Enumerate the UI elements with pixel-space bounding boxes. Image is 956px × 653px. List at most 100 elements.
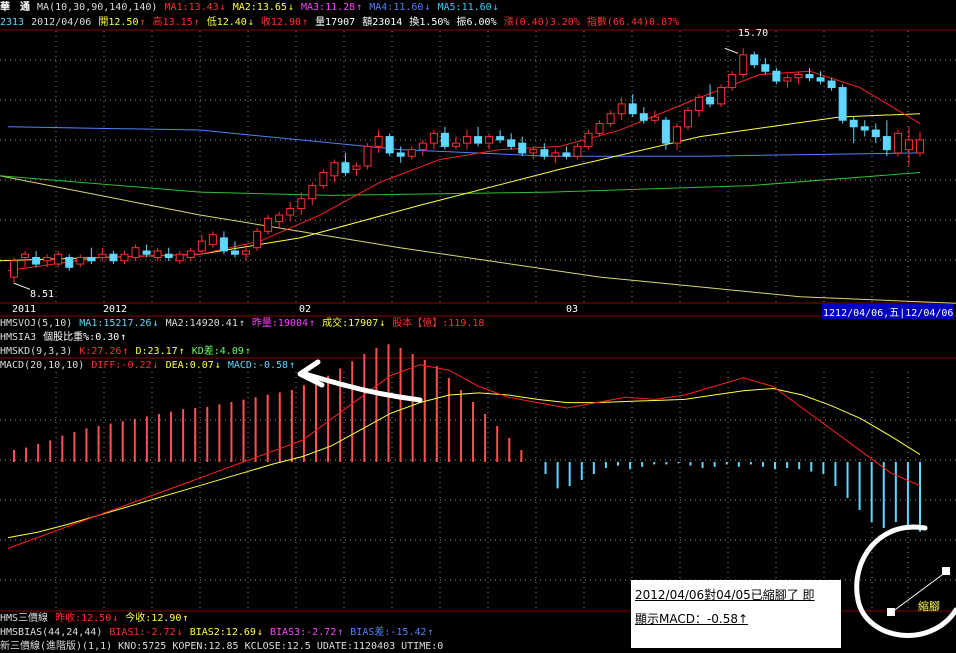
ma5-value: MA5:11.60: [437, 2, 492, 13]
candle-body-21: [242, 250, 251, 255]
candle-body-46: [518, 142, 527, 154]
candle-body-35: [396, 152, 405, 157]
macd-label: MACD(20,10,10): [0, 360, 85, 371]
bias3: BIAS3:-2.72: [269, 627, 337, 638]
quote-date: 2012/04/06: [31, 17, 92, 28]
sia-value: 個股比重%:0.30: [43, 332, 120, 343]
candle-body-29: [330, 162, 339, 177]
candle-body-65: [728, 73, 737, 89]
candle-body-19: [219, 237, 228, 252]
candle-body-18: [208, 234, 217, 245]
candle-body-58: [650, 116, 659, 121]
candle-body-68: [761, 64, 770, 72]
candle-body-9: [109, 253, 118, 262]
candle-body-54: [606, 113, 615, 125]
sia-indicator: HMSIA3 個股比重%:0.30↑: [0, 332, 127, 343]
amount-value: 額23014: [362, 17, 403, 28]
vol-indicator: HMSVOJ(5,10) MA1:15217.26↓ MA2:14920.41↑…: [0, 318, 485, 329]
candle-body-17: [197, 240, 206, 252]
candle-body-25: [286, 207, 295, 216]
candle-body-22: [253, 230, 262, 249]
candle-body-20: [230, 250, 239, 255]
candle-body-30: [341, 162, 350, 174]
callout-handle-start: [887, 608, 895, 616]
candle-body-82: [916, 139, 924, 154]
close-price: 收12.90: [260, 17, 301, 28]
dea-line: [7, 388, 921, 539]
ma-green-line: [0, 172, 921, 196]
amplitude-value: 振6.00%: [456, 17, 497, 28]
diff-line: [7, 364, 921, 549]
ma1-value: MA1:13.43: [164, 2, 219, 13]
ma4-value: MA4:11.60: [369, 2, 424, 13]
candle-body-13: [153, 250, 162, 259]
candle-body-80: [893, 132, 902, 154]
ma-red-line: [7, 70, 921, 272]
candle-body-56: [628, 103, 637, 115]
bias-diff: BIAS差:-15.42: [350, 627, 427, 638]
candle-body-47: [529, 149, 538, 154]
macd-indicator: MACD(20,10,10) DIFF:-0.22↓ DEA:0.07↓ MAC…: [0, 360, 296, 371]
vol-prev: 昨量:19004: [251, 318, 309, 329]
annotation-box: 2012/04/06對04/05已縮腳了 即 顯示MACD：-0.58↑: [631, 580, 841, 648]
x-label-02: 02: [299, 304, 312, 315]
candle-body-8: [98, 253, 107, 259]
candle-body-27: [308, 185, 317, 200]
candle-body-72: [805, 73, 814, 79]
vol-deal: 成交:17907: [322, 318, 379, 329]
annotation-arrow-stroke: [302, 371, 423, 403]
bias-indicator: HMSBIAS(44,24,44) BIAS1:-2.72↓ BIAS2:12.…: [0, 627, 434, 638]
candle-body-61: [683, 109, 692, 128]
candle-body-7: [87, 257, 96, 262]
candle-body-70: [783, 77, 792, 82]
macd-dea: DEA:0.07: [165, 360, 214, 371]
candle-body-39: [440, 132, 449, 147]
candle-body-36: [407, 149, 416, 157]
candle-body-28: [319, 172, 328, 187]
candle-body-75: [838, 87, 847, 121]
candle-body-73: [816, 77, 825, 82]
new-price3-indicator: 新三價線(進階版)(1,1) KNO:5725 KOPEN:12.85 KCLO…: [0, 641, 444, 653]
open-price: 開12.50: [98, 17, 139, 28]
annotation-line2: 顯示MACD：-0.58↑: [635, 612, 749, 626]
kd-k: K:27.26: [79, 346, 122, 357]
high-marker-line: [724, 47, 739, 54]
kd-diff: KD差:4.09: [191, 346, 244, 357]
price3-prev: 昨收:12.50: [55, 613, 112, 624]
candle-body-81: [904, 139, 913, 151]
price3-indicator: HMS三價線 昨收:12.50↓ 今收:12.90↑: [0, 613, 189, 624]
candle-body-74: [827, 80, 836, 89]
low-price: 低12.40: [206, 17, 247, 28]
vol-ma1: MA1:15217.26: [79, 318, 152, 329]
volume-value: 量17907: [315, 17, 356, 28]
kd-d: D:23.17: [135, 346, 178, 357]
new-price3-text: 新三價線(進階版)(1,1) KNO:5725 KOPEN:12.85 KCLO…: [0, 641, 444, 652]
candle-body-60: [672, 126, 681, 144]
candle-body-23: [264, 217, 273, 232]
candle-body-37: [418, 142, 427, 151]
candle-body-0: [10, 260, 18, 278]
candle-body-59: [661, 119, 670, 144]
candle-body-48: [540, 149, 549, 157]
x-label-03: 03: [566, 304, 579, 315]
candle-body-14: [164, 253, 173, 259]
candle-body-79: [882, 136, 891, 151]
candle-body-26: [297, 198, 306, 209]
candle-body-5: [65, 257, 74, 268]
candle-body-71: [794, 73, 803, 79]
candle-body-67: [750, 54, 759, 66]
high-price: 高13.15: [152, 17, 193, 28]
candle-body-49: [551, 152, 560, 157]
candle-body-32: [363, 145, 372, 167]
bias1: BIAS1:-2.72: [109, 627, 176, 638]
vol-label: HMSVOJ(5,10): [0, 318, 73, 329]
cursor-date-box: 1212/04/06,五|12/04/06: [822, 304, 955, 319]
price3-label: HMS三價線: [0, 613, 49, 624]
callout-pointer: [891, 571, 947, 613]
bias-label: HMSBIAS(44,24,44): [0, 627, 103, 638]
low-marker-line: [13, 282, 31, 290]
turnover-value: 換1.50%: [409, 17, 450, 28]
index-change: 指數(66.44)0.87%: [586, 17, 680, 28]
candle-body-43: [485, 136, 494, 144]
